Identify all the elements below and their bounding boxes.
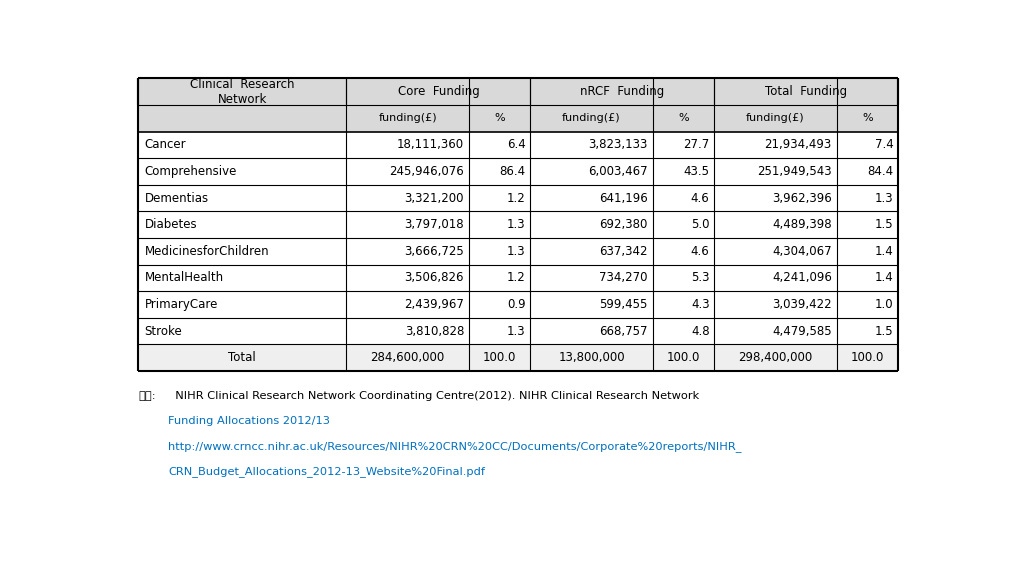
Text: funding(£): funding(£) [378,113,437,123]
Text: 4.6: 4.6 [691,191,710,204]
Text: CRN_Budget_Allocations_2012-13_Website%20Final.pdf: CRN_Budget_Allocations_2012-13_Website%2… [168,466,485,477]
Text: 251,949,543: 251,949,543 [757,165,832,178]
Text: 1.0: 1.0 [875,298,894,311]
Text: 3,797,018: 3,797,018 [404,218,464,231]
Text: nRCF  Funding: nRCF Funding [580,85,664,98]
Text: 3,810,828: 3,810,828 [404,325,464,338]
Text: 1.3: 1.3 [508,325,526,338]
Text: MentalHealth: MentalHealth [145,271,223,284]
Text: 4.6: 4.6 [691,245,710,258]
Bar [139,78,898,105]
Text: 3,823,133: 3,823,133 [588,138,648,151]
Text: funding(£): funding(£) [562,113,621,123]
Text: 4.3: 4.3 [691,298,710,311]
Text: 1.3: 1.3 [508,245,526,258]
Text: 13,800,000: 13,800,000 [558,351,625,364]
Text: 245,946,076: 245,946,076 [389,165,464,178]
Text: Dementias: Dementias [145,191,208,204]
Text: 1.3: 1.3 [875,191,894,204]
Text: 599,455: 599,455 [600,298,648,311]
Text: 86.4: 86.4 [499,165,526,178]
Text: Funding Allocations 2012/13: Funding Allocations 2012/13 [168,415,330,426]
Text: 3,506,826: 3,506,826 [404,271,464,284]
Text: 1.2: 1.2 [507,271,526,284]
Text: 284,600,000: 284,600,000 [370,351,445,364]
Text: 6.4: 6.4 [507,138,526,151]
Text: 5.0: 5.0 [692,218,710,231]
Text: Stroke: Stroke [145,325,182,338]
Text: 0.9: 0.9 [508,298,526,311]
Text: 4,304,067: 4,304,067 [772,245,832,258]
Text: Cancer: Cancer [145,138,186,151]
Text: Total  Funding: Total Funding [765,85,847,98]
Text: 100.0: 100.0 [850,351,884,364]
Text: PrimaryCare: PrimaryCare [145,298,217,311]
Text: 1.5: 1.5 [875,218,894,231]
Text: 4,241,096: 4,241,096 [772,271,832,284]
Text: %: % [678,113,688,123]
Text: 2,439,967: 2,439,967 [404,298,464,311]
Text: 7.4: 7.4 [875,138,894,151]
Text: %: % [494,113,504,123]
Text: %: % [862,113,872,123]
Text: 자료:: 자료: [139,391,156,400]
Text: 5.3: 5.3 [692,271,710,284]
Text: 692,380: 692,380 [600,218,648,231]
Text: 3,666,725: 3,666,725 [404,245,464,258]
Text: 641,196: 641,196 [600,191,648,204]
Text: 6,003,467: 6,003,467 [588,165,648,178]
Text: 1.2: 1.2 [507,191,526,204]
Text: Core  Funding: Core Funding [397,85,479,98]
Text: NIHR Clinical Research Network Coordinating Centre(2012). NIHR Clinical Research: NIHR Clinical Research Network Coordinat… [168,391,700,400]
Text: 21,934,493: 21,934,493 [764,138,832,151]
Text: 734,270: 734,270 [600,271,648,284]
Text: 4.8: 4.8 [691,325,710,338]
Bar [139,345,898,371]
Text: Diabetes: Diabetes [145,218,197,231]
Text: 43.5: 43.5 [683,165,710,178]
Text: funding(£): funding(£) [746,113,805,123]
Text: MedicinesforChildren: MedicinesforChildren [145,245,269,258]
Text: 637,342: 637,342 [600,245,648,258]
Text: 1.4: 1.4 [875,271,894,284]
Text: Clinical  Research
Network: Clinical Research Network [190,78,294,106]
Text: 4,479,585: 4,479,585 [772,325,832,338]
Text: 84.4: 84.4 [867,165,894,178]
Text: http://www.crncc.nihr.ac.uk/Resources/NIHR%20CRN%20CC/Documents/Corporate%20repo: http://www.crncc.nihr.ac.uk/Resources/NI… [168,441,741,452]
Text: 3,321,200: 3,321,200 [404,191,464,204]
Text: 1.5: 1.5 [875,325,894,338]
Text: 668,757: 668,757 [600,325,648,338]
Text: Comprehensive: Comprehensive [145,165,237,178]
Text: 4,489,398: 4,489,398 [772,218,832,231]
Text: 100.0: 100.0 [667,351,701,364]
Text: 1.3: 1.3 [508,218,526,231]
Text: 18,111,360: 18,111,360 [397,138,464,151]
Text: 1.4: 1.4 [875,245,894,258]
Bar [139,105,898,132]
Text: 27.7: 27.7 [683,138,710,151]
Text: 100.0: 100.0 [483,351,517,364]
Text: 3,039,422: 3,039,422 [772,298,832,311]
Text: 3,962,396: 3,962,396 [772,191,832,204]
Text: 298,400,000: 298,400,000 [738,351,813,364]
Text: Total: Total [228,351,256,364]
